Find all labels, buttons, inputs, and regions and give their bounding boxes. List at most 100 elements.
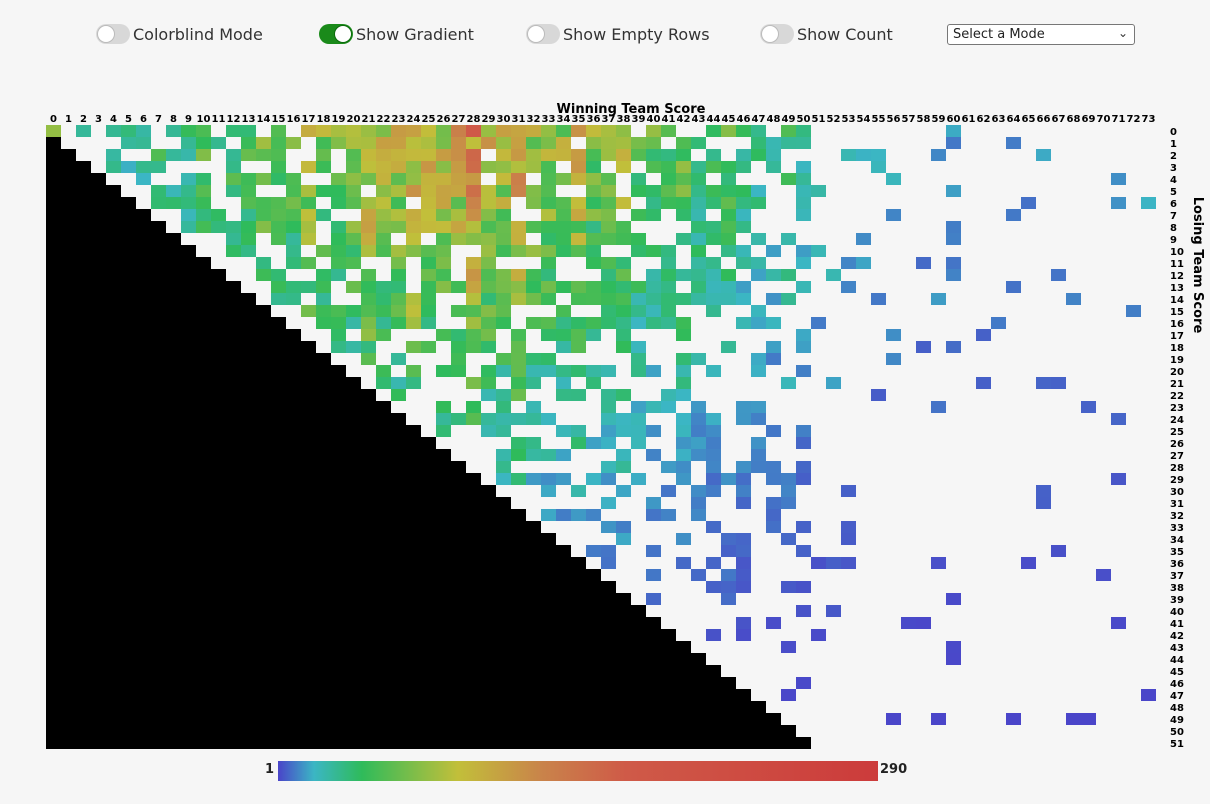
impossible-cell (361, 473, 376, 485)
heatmap-cell (736, 293, 751, 305)
impossible-cell (46, 269, 61, 281)
heatmap-cell (406, 317, 421, 329)
heatmap-cell (841, 533, 856, 545)
heatmap-cell (451, 413, 466, 425)
impossible-cell (196, 437, 211, 449)
impossible-cell (91, 497, 106, 509)
toggle-switch[interactable] (96, 24, 130, 44)
heatmap-cell (436, 185, 451, 197)
impossible-cell (166, 413, 181, 425)
impossible-cell (361, 413, 376, 425)
impossible-cell (586, 593, 601, 605)
y-tick-label: 50 (1170, 727, 1184, 738)
heatmap-cell (361, 329, 376, 341)
heatmap-cell (361, 161, 376, 173)
x-tick-label: 12 (227, 114, 241, 125)
x-tick-label: 65 (1022, 114, 1036, 125)
impossible-cell (271, 665, 286, 677)
impossible-cell (91, 557, 106, 569)
impossible-cell (316, 653, 331, 665)
heatmap-cell (361, 305, 376, 317)
impossible-cell (361, 497, 376, 509)
impossible-cell (91, 545, 106, 557)
impossible-cell (346, 677, 361, 689)
impossible-cell (316, 593, 331, 605)
impossible-cell (391, 605, 406, 617)
heatmap-cell (421, 209, 436, 221)
heatmap-cell (556, 377, 571, 389)
heatmap-cell (601, 125, 616, 137)
impossible-cell (286, 413, 301, 425)
heatmap-cell (361, 221, 376, 233)
impossible-cell (76, 233, 91, 245)
impossible-cell (301, 533, 316, 545)
impossible-cell (46, 545, 61, 557)
impossible-cell (346, 461, 361, 473)
mode-select[interactable]: Select a Mode ⌄ (947, 24, 1135, 45)
impossible-cell (256, 353, 271, 365)
impossible-cell (286, 425, 301, 437)
heatmap-cell (436, 257, 451, 269)
impossible-cell (601, 689, 616, 701)
heatmap-cell (436, 209, 451, 221)
impossible-cell (91, 485, 106, 497)
heatmap-cell (376, 125, 391, 137)
impossible-cell (481, 485, 496, 497)
impossible-cell (316, 689, 331, 701)
impossible-cell (211, 653, 226, 665)
impossible-cell (151, 521, 166, 533)
impossible-cell (391, 641, 406, 653)
show-gradient-toggle[interactable]: Show Gradient (319, 22, 474, 46)
heatmap-cell (766, 245, 781, 257)
heatmap-cell (406, 185, 421, 197)
x-tick-label: 6 (140, 114, 147, 125)
heatmap-cell (766, 473, 781, 485)
impossible-cell (376, 689, 391, 701)
impossible-cell (631, 605, 646, 617)
toggle-switch[interactable] (526, 24, 560, 44)
y-tick-label: 47 (1170, 691, 1184, 702)
heatmap-cell (451, 149, 466, 161)
impossible-cell (526, 713, 541, 725)
heatmap-cell (586, 185, 601, 197)
show-empty-rows-toggle[interactable]: Show Empty Rows (526, 22, 710, 46)
toggle-switch[interactable] (760, 24, 794, 44)
impossible-cell (151, 629, 166, 641)
heatmap-cell (601, 221, 616, 233)
heatmap-cell (496, 473, 511, 485)
impossible-cell (586, 677, 601, 689)
heatmap-cell (601, 497, 616, 509)
impossible-cell (316, 389, 331, 401)
impossible-cell (376, 677, 391, 689)
impossible-cell (241, 509, 256, 521)
impossible-cell (241, 425, 256, 437)
impossible-cell (271, 701, 286, 713)
heatmap-cell (706, 161, 721, 173)
heatmap-cell (556, 329, 571, 341)
impossible-cell (46, 725, 61, 737)
toggle-label: Colorblind Mode (133, 24, 263, 44)
impossible-cell (391, 485, 406, 497)
impossible-cell (436, 449, 451, 461)
impossible-cell (226, 497, 241, 509)
impossible-cell (361, 617, 376, 629)
toggle-switch[interactable] (319, 24, 353, 44)
impossible-cell (346, 509, 361, 521)
heatmap-cell (421, 281, 436, 293)
impossible-cell (526, 533, 541, 545)
heatmap-cell (346, 161, 361, 173)
heatmap-cell (706, 281, 721, 293)
impossible-cell (181, 725, 196, 737)
x-tick-label: 26 (437, 114, 451, 125)
impossible-cell (436, 617, 451, 629)
colorblind-mode-toggle[interactable]: Colorblind Mode (96, 22, 263, 46)
impossible-cell (316, 617, 331, 629)
impossible-cell (106, 401, 121, 413)
show-count-toggle[interactable]: Show Count (760, 22, 893, 46)
impossible-cell (151, 569, 166, 581)
impossible-cell (211, 737, 226, 749)
heatmap-cell (631, 341, 646, 353)
impossible-cell (46, 461, 61, 473)
heatmap-cell (451, 209, 466, 221)
impossible-cell (421, 497, 436, 509)
